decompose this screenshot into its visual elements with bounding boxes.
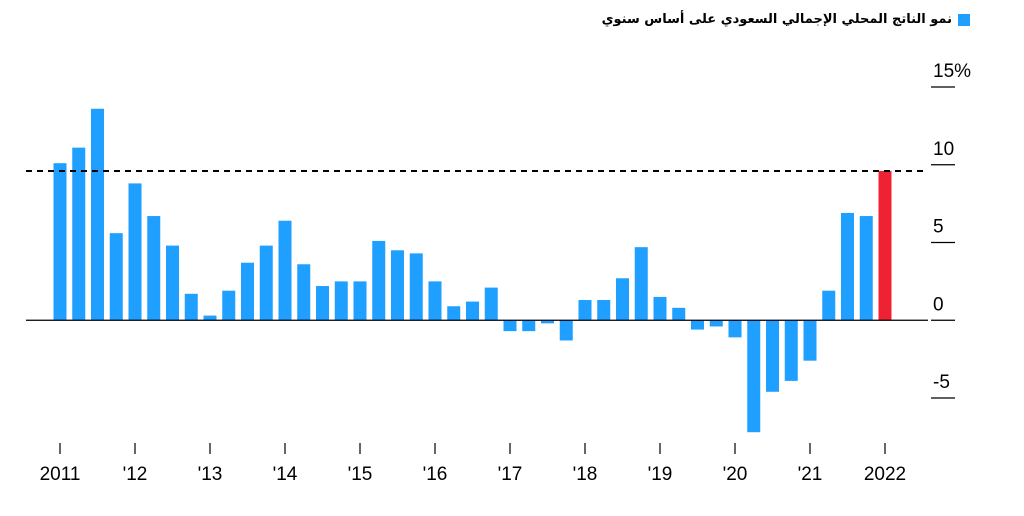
bar-2021-q1 (803, 320, 817, 361)
x-tick-label: '19 (648, 464, 673, 485)
bar-2015-q1 (353, 281, 367, 321)
bar-2016-q1 (428, 281, 442, 321)
legend-label: نمو الناتج المحلي الإجمالي السعودي على أ… (601, 12, 952, 27)
y-tick-label: 0 (933, 294, 944, 315)
bar-2015-q3 (391, 250, 404, 321)
bar-2014-q1 (278, 220, 292, 321)
bar-2022-q1 (878, 170, 892, 321)
bar-2020-q1 (728, 320, 742, 338)
bar-2012-q2 (147, 216, 161, 321)
bar-2013-q1 (203, 315, 217, 321)
bar-2011-q2 (72, 147, 86, 321)
bar-2017-q1 (503, 320, 517, 332)
bar-2014-q2 (297, 264, 311, 321)
y-tick-label: 15% (933, 61, 971, 82)
bar-2021-q3 (841, 212, 854, 321)
bar-2020-q2 (747, 320, 761, 433)
bar-2018-q4 (634, 247, 648, 321)
x-tick-label: '13 (198, 464, 223, 485)
x-tick-label: '14 (273, 464, 298, 485)
x-tick-label: '12 (123, 464, 148, 485)
bar-2018-q3 (616, 278, 629, 321)
chart-legend: نمو الناتج المحلي الإجمالي السعودي على أ… (602, 12, 970, 27)
bar-2012-q3 (166, 245, 179, 321)
bar-2014-q4 (334, 281, 348, 321)
bar-2019-q4 (709, 320, 723, 327)
bar-2020-q3 (766, 320, 779, 392)
bar-2019-q2 (672, 307, 686, 321)
y-tick-label: -5 (933, 372, 950, 393)
bar-2011-q4 (109, 233, 123, 321)
bar-2013-q4 (259, 245, 273, 321)
x-tick-label: '17 (498, 464, 523, 485)
bar-2017-q3 (541, 320, 554, 324)
bar-2016-q4 (484, 287, 498, 321)
bar-2012-q1 (128, 183, 142, 321)
bar-2021-q4 (859, 216, 873, 321)
bar-2013-q2 (222, 290, 236, 321)
bar-2015-q2 (372, 240, 386, 321)
x-tick-label: '21 (798, 464, 823, 485)
bars-group (53, 108, 892, 433)
bar-2014-q3 (316, 286, 329, 321)
bar-2018-q1 (578, 300, 592, 321)
bar-2012-q4 (184, 293, 198, 321)
x-tick-label: '20 (723, 464, 748, 485)
bar-2018-q2 (597, 300, 611, 321)
y-tick-label: 10 (933, 139, 954, 160)
bar-2017-q2 (522, 320, 536, 332)
x-tick-label: '18 (573, 464, 598, 485)
x-tick-label: '15 (348, 464, 373, 485)
bar-2015-q4 (409, 253, 423, 321)
bar-2011-q3 (91, 108, 104, 321)
axis-group: 15% 10 5 0 -5 2011 '12 '13 '14 '15 '16 '17 '18 '19 '20… (26, 61, 971, 485)
bar-2019-q1 (653, 296, 667, 321)
bar-2017-q4 (559, 320, 573, 341)
bar-2019-q3 (691, 320, 704, 330)
x-tick-label: 2011 (40, 464, 81, 485)
bar-2016-q2 (447, 306, 461, 321)
bar-2020-q4 (784, 320, 798, 381)
y-tick-label: 5 (933, 217, 944, 238)
bar-2013-q3 (241, 262, 254, 321)
bar-2016-q3 (466, 301, 479, 321)
x-tick-label: 2022 (864, 464, 906, 485)
bar-2011-q1 (53, 163, 67, 321)
legend-swatch (958, 13, 970, 26)
bar-2021-q2 (822, 290, 836, 321)
x-tick-label: '16 (423, 464, 448, 485)
